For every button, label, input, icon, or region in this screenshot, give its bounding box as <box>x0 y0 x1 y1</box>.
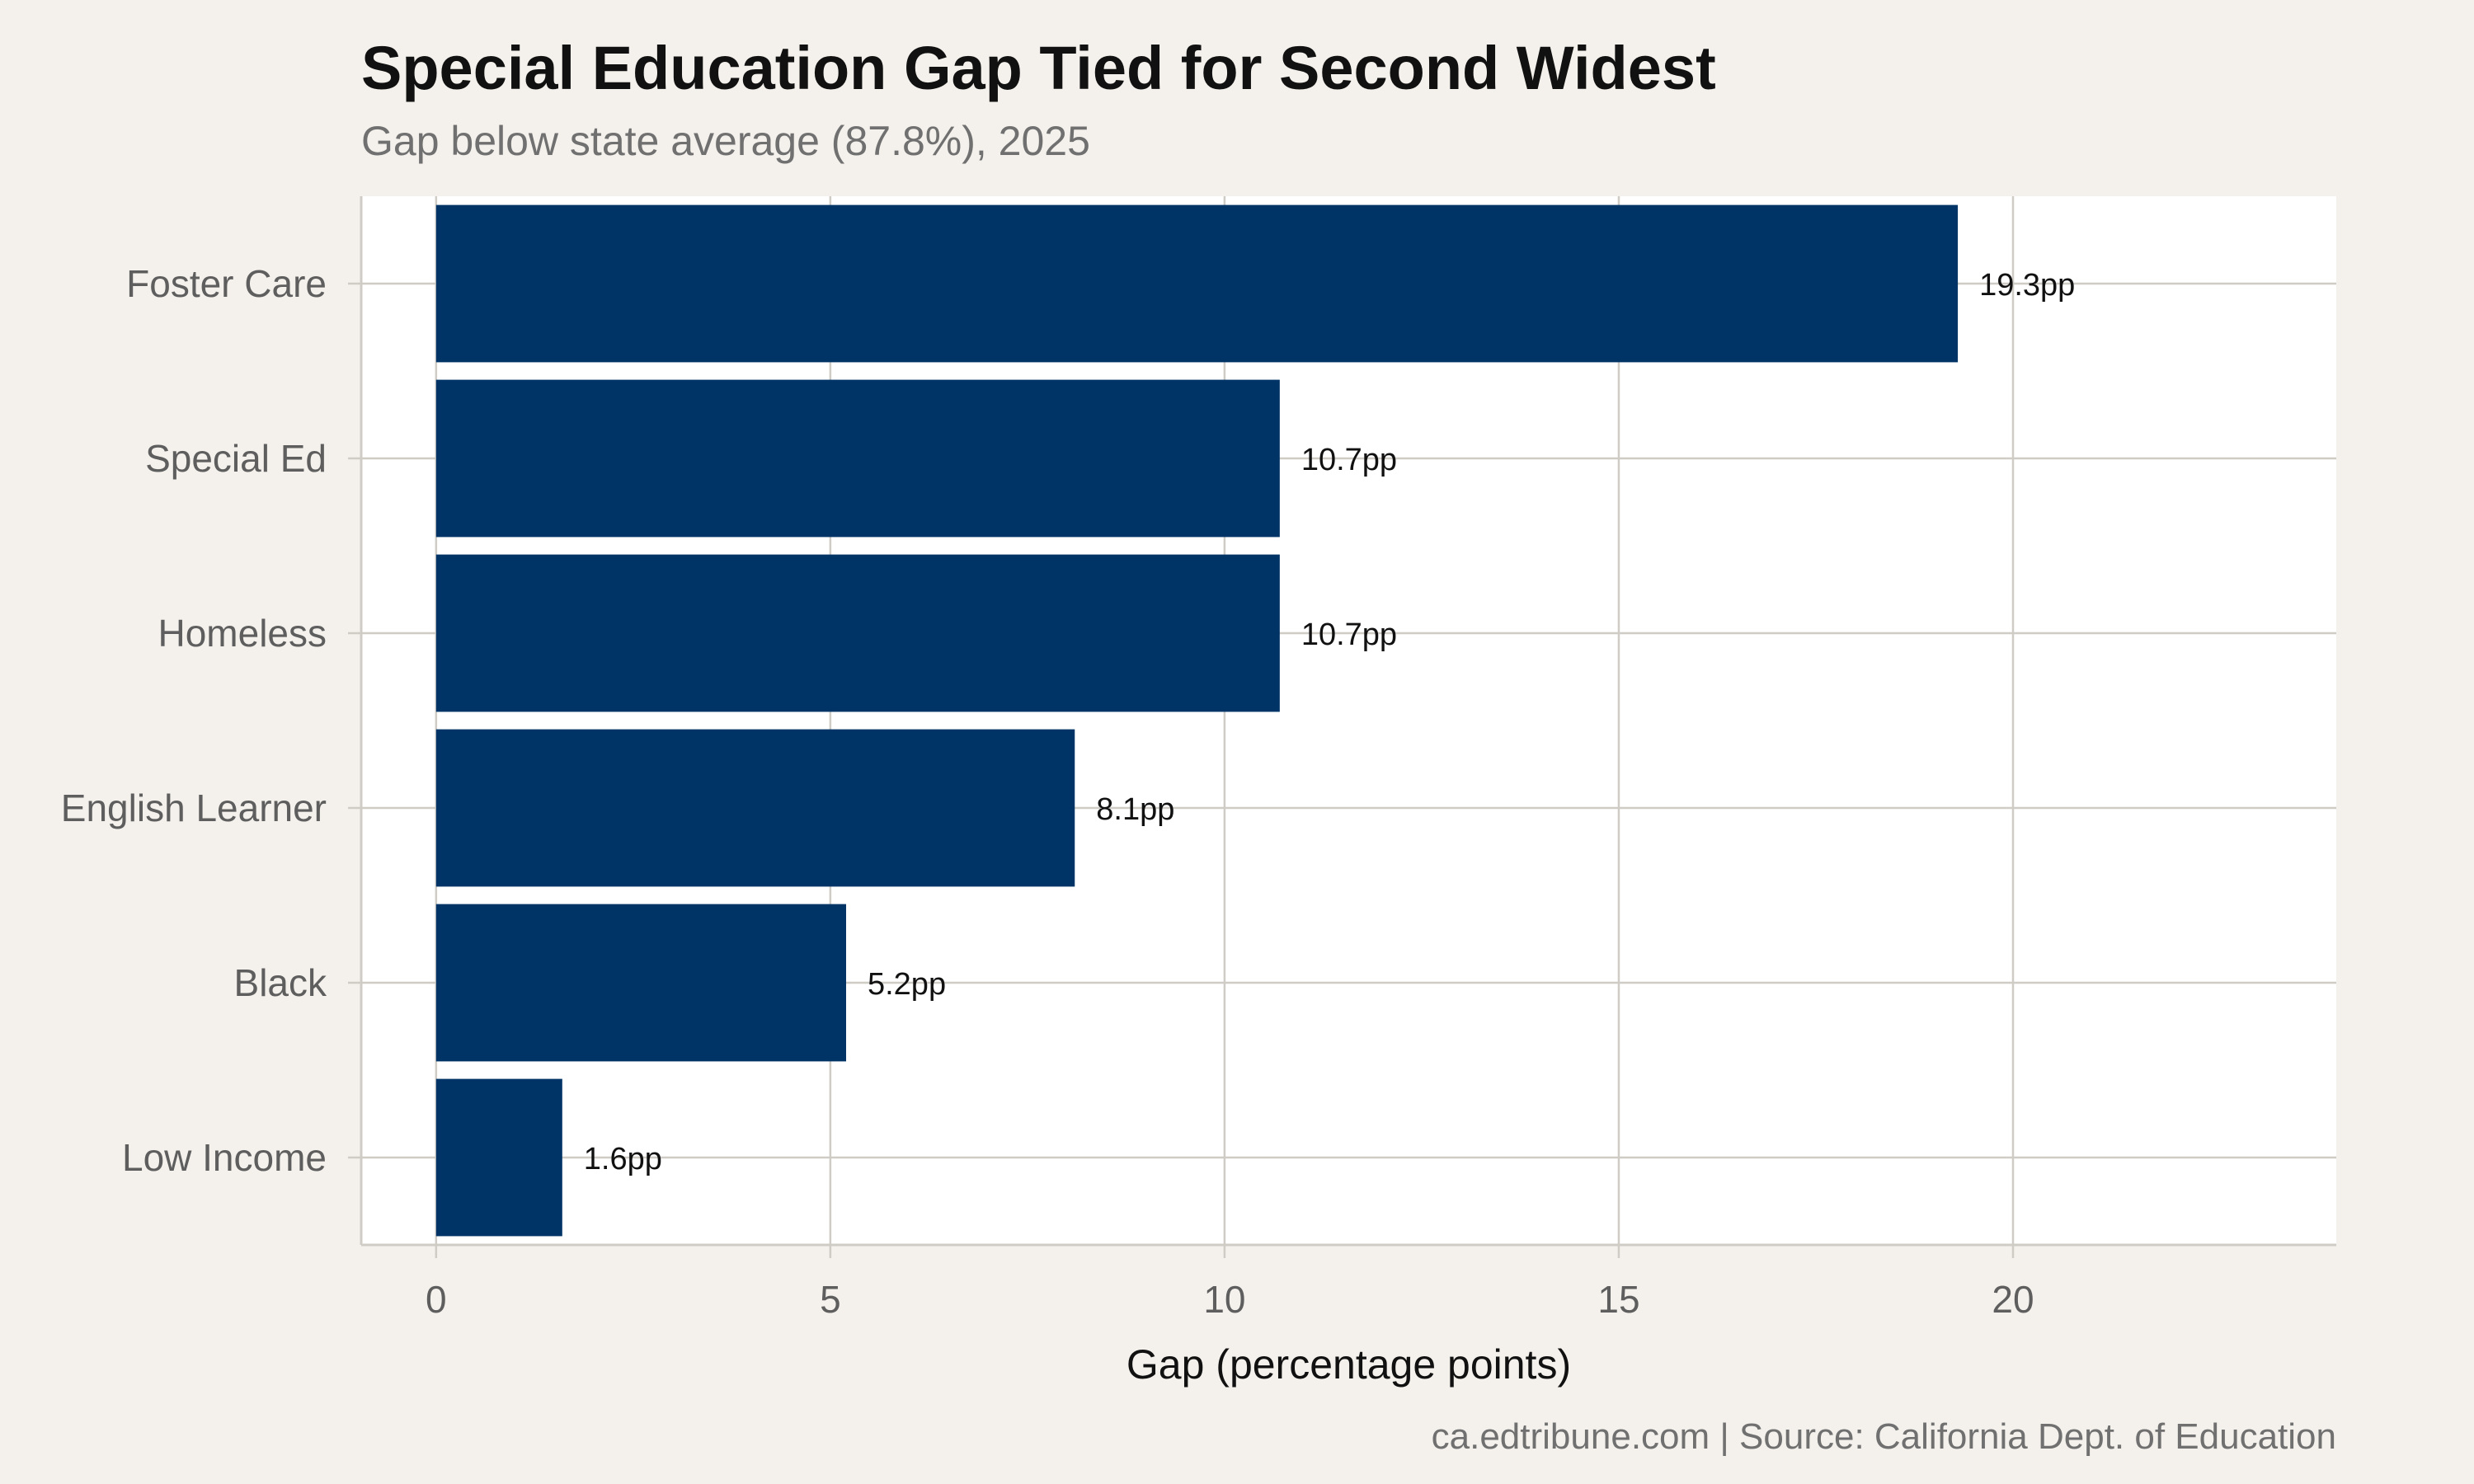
data-label: 10.7pp <box>1301 443 1397 477</box>
bar <box>435 379 1280 538</box>
bar <box>435 204 1959 363</box>
y-tick-label: Foster Care <box>126 262 327 305</box>
y-tick-label: Special Ed <box>145 437 327 480</box>
x-tick-label: 15 <box>1597 1278 1639 1321</box>
data-label: 10.7pp <box>1301 618 1397 652</box>
x-tick-label: 10 <box>1203 1278 1245 1321</box>
y-tick-label: English Learner <box>61 787 327 829</box>
y-tick-label: Low Income <box>122 1136 327 1179</box>
data-label: 5.2pp <box>868 967 946 1002</box>
chart-subtitle: Gap below state average (87.8%), 2025 <box>361 118 1090 164</box>
data-label: 1.6pp <box>584 1142 662 1176</box>
bar <box>435 1078 562 1237</box>
chart-title: Special Education Gap Tied for Second Wi… <box>361 34 1716 102</box>
x-tick-label: 0 <box>426 1278 447 1321</box>
plot-panel <box>361 196 2336 1245</box>
chart-caption: ca.edtribune.com | Source: California De… <box>1431 1416 2336 1457</box>
y-tick-label: Black <box>234 961 327 1004</box>
bar <box>435 729 1075 887</box>
bar <box>435 554 1280 712</box>
y-tick-label: Homeless <box>158 612 327 655</box>
x-tick-label: 20 <box>1992 1278 2034 1321</box>
data-label: 19.3pp <box>1979 268 2075 303</box>
x-axis-title: Gap (percentage points) <box>1126 1341 1571 1388</box>
x-tick-label: 5 <box>820 1278 841 1321</box>
bar <box>435 904 846 1062</box>
data-label: 8.1pp <box>1096 792 1174 827</box>
